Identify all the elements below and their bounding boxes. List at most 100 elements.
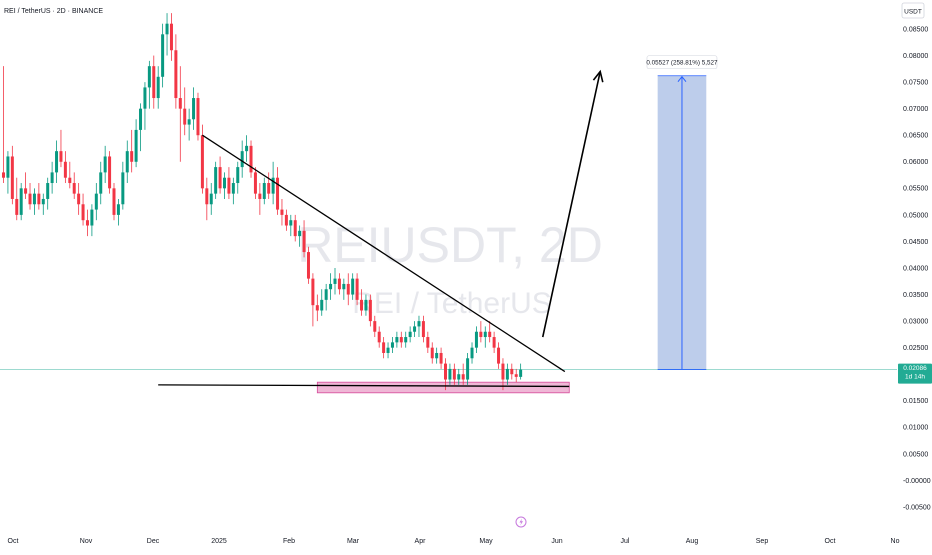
countdown-value: 1d 14h <box>905 374 925 381</box>
price-tick-label: 0.03000 <box>903 319 928 326</box>
candle <box>223 172 226 199</box>
candle <box>284 209 288 231</box>
price-tick-label: 0.08500 <box>903 26 928 33</box>
candle <box>492 331 496 353</box>
candle <box>214 161 218 199</box>
candle <box>121 161 125 210</box>
price-tick-label: 0.07000 <box>903 106 928 113</box>
candle <box>147 60 151 109</box>
candle <box>329 273 333 300</box>
candle <box>99 161 103 205</box>
candle <box>63 151 67 184</box>
candle <box>245 135 249 162</box>
currency-button[interactable] <box>901 2 925 19</box>
time-axis[interactable] <box>0 532 932 550</box>
candle <box>2 66 5 184</box>
price-tick-label: 0.04000 <box>903 265 928 272</box>
candle <box>205 177 209 221</box>
candle <box>161 23 165 88</box>
candle <box>315 294 319 322</box>
watermark-symbol: REIUSDT, 2D <box>297 217 603 273</box>
candle <box>231 177 235 205</box>
candle <box>116 198 120 226</box>
price-tick-label: 0.08000 <box>903 53 928 60</box>
time-tick-label: Oct <box>825 538 836 545</box>
price-tick-label: 0.06500 <box>903 133 928 140</box>
descending-trendline[interactable] <box>202 134 566 373</box>
candle <box>497 342 501 369</box>
candle <box>413 321 417 338</box>
time-tick-label: Dec <box>147 538 160 545</box>
candle <box>77 183 81 215</box>
last-price-value: 0.02086 <box>903 365 927 372</box>
candle <box>386 342 390 359</box>
time-tick-label: Oct <box>8 538 19 545</box>
candle <box>483 326 487 348</box>
candle <box>236 161 240 194</box>
time-tick-label: Apr <box>415 538 427 545</box>
price-tick-label: 0.07500 <box>903 80 928 87</box>
candle <box>390 337 394 353</box>
candle <box>510 363 514 380</box>
projection-arrow-head <box>592 69 604 83</box>
candle <box>258 183 262 215</box>
time-axis-labels: Oct Nov Dec 2025 Feb Mar Apr May Jun Jul Aug Sep Oct… <box>8 538 900 545</box>
candle <box>470 342 474 364</box>
candle <box>6 151 10 194</box>
price-tick-label: -0.00500 <box>903 504 931 511</box>
candle <box>85 209 89 237</box>
drawings-over <box>158 69 604 388</box>
candle <box>37 183 41 210</box>
candle <box>59 129 63 168</box>
candle <box>187 108 191 141</box>
candle <box>298 225 302 247</box>
measure-label-box <box>646 55 718 70</box>
time-tick-label: Sep <box>756 538 769 545</box>
candle <box>134 119 138 168</box>
candle <box>306 246 310 284</box>
candle <box>320 289 324 316</box>
candle <box>404 331 408 348</box>
price-axis[interactable] <box>897 0 932 532</box>
time-tick-label: No <box>891 538 900 545</box>
candle <box>461 363 465 385</box>
candle <box>289 214 293 237</box>
candle <box>302 220 306 258</box>
time-tick-label: Mar <box>347 538 360 545</box>
candle <box>355 273 359 306</box>
support-zone[interactable] <box>316 381 570 394</box>
projection-arrow[interactable] <box>541 71 601 338</box>
candle <box>249 140 253 178</box>
candle <box>50 161 54 194</box>
candle <box>435 347 439 364</box>
time-tick-label: Nov <box>80 538 93 545</box>
price-tick-label: 0.04500 <box>903 239 928 246</box>
price-tick-label: 0.02500 <box>903 345 928 352</box>
candle <box>108 151 112 194</box>
candle <box>125 140 129 184</box>
candle <box>293 214 297 242</box>
candle <box>474 326 478 353</box>
candle <box>519 363 523 380</box>
price-tick-label: 0.01000 <box>903 425 928 432</box>
candle <box>10 145 14 205</box>
time-tick-label: May <box>479 538 493 545</box>
measure-label: 0.05527 (258.81%) 5,527 <box>646 60 718 67</box>
lightning-icon[interactable] <box>515 516 527 528</box>
time-tick-label: Jul <box>621 538 630 545</box>
candle <box>448 363 452 385</box>
candle <box>346 273 350 306</box>
candle <box>337 273 341 295</box>
candle <box>333 268 337 295</box>
drawings-under: 0.05527 (258.81%) 5,527 <box>316 55 718 394</box>
time-tick-label: Feb <box>283 538 295 545</box>
support-line[interactable] <box>158 384 570 388</box>
candles <box>2 13 523 391</box>
candle <box>514 368 518 383</box>
candle <box>68 161 72 189</box>
candle <box>421 315 425 343</box>
candle <box>373 315 377 338</box>
candle <box>24 172 28 199</box>
